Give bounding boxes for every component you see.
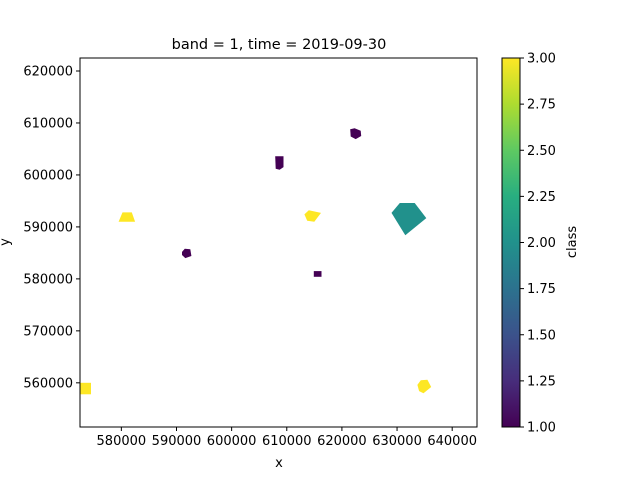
colorbar-tick-label: 2.00 xyxy=(527,236,556,251)
class-polygon xyxy=(313,271,322,277)
chart-title: band = 1, time = 2019-09-30 xyxy=(172,37,387,53)
class-polygon xyxy=(350,128,362,140)
x-tick-label: 620000 xyxy=(317,434,367,449)
class-polygon xyxy=(80,382,91,395)
x-tick-label: 630000 xyxy=(372,434,422,449)
colorbar-ticks: 1.00 1.25 1.50 1.75 2.00 2.25 2.50 2.75 3.00 xyxy=(520,52,556,436)
class-polygon xyxy=(118,212,136,222)
colorbar-tick-label: 3.00 xyxy=(527,52,556,67)
y-tick-label: 570000 xyxy=(23,324,73,339)
plot-area xyxy=(79,57,478,428)
colorbar-tick-label: 2.75 xyxy=(527,98,556,113)
x-axis-label: x xyxy=(275,456,283,471)
class-polygon xyxy=(275,156,284,170)
class-polygon xyxy=(304,210,321,222)
class-polygon xyxy=(182,248,192,259)
colorbar-gradient xyxy=(501,57,521,428)
y-axis-label: y xyxy=(0,238,13,246)
colorbar-tick-label: 2.50 xyxy=(527,144,556,159)
class-polygon xyxy=(391,203,427,236)
plot-frame xyxy=(79,57,478,428)
y-tick-label: 560000 xyxy=(23,376,73,391)
colorbar-tick-label: 1.75 xyxy=(527,282,556,297)
x-tick-label: 590000 xyxy=(152,434,202,449)
class-polygons xyxy=(80,128,432,395)
x-tick-label: 640000 xyxy=(427,434,477,449)
colorbar-tick-label: 1.50 xyxy=(527,328,556,343)
plot-background xyxy=(80,58,477,427)
x-axis-ticks: 580000 590000 600000 610000 620000 630000 6400… xyxy=(97,427,477,449)
y-tick-label: 590000 xyxy=(23,220,73,235)
colorbar-label: class xyxy=(565,226,580,258)
colorbar-tick-label: 1.00 xyxy=(527,421,556,436)
x-tick-label: 600000 xyxy=(207,434,257,449)
y-tick-label: 610000 xyxy=(23,116,73,131)
y-axis-ticks: 560000 570000 580000 590000 600000 610000 6200… xyxy=(23,64,80,391)
colorbar: 1.00 1.25 1.50 1.75 2.00 2.25 2.50 2.75 3.00 cla… xyxy=(501,52,580,436)
y-tick-label: 620000 xyxy=(23,64,73,79)
colorbar-tick-label: 2.25 xyxy=(527,190,556,205)
x-tick-label: 610000 xyxy=(262,434,312,449)
x-tick-label: 580000 xyxy=(97,434,147,449)
class-polygon xyxy=(417,379,432,394)
y-tick-label: 580000 xyxy=(23,272,73,287)
y-tick-label: 600000 xyxy=(23,168,73,183)
colorbar-tick-label: 1.25 xyxy=(527,374,556,389)
